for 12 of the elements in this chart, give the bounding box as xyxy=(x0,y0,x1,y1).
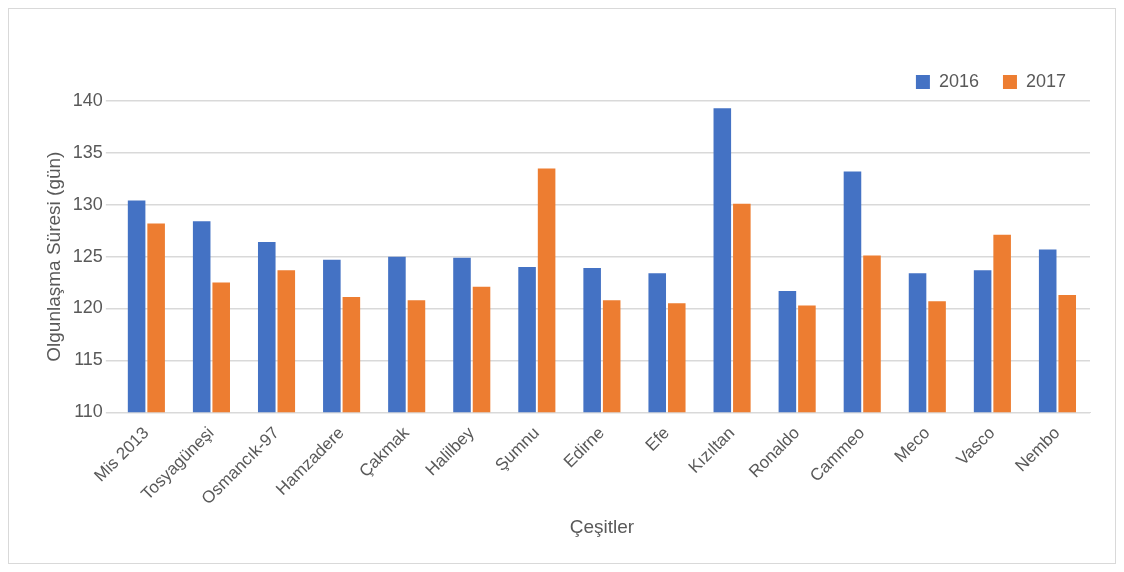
y-tick-label: 130 xyxy=(72,193,103,214)
x-tick-label: Efe xyxy=(641,423,674,455)
y-axis-title: Olgunlaşma Süresi (gün) xyxy=(42,151,64,362)
x-axis-title: Çeşitler xyxy=(569,515,635,537)
y-tick-label: 120 xyxy=(72,297,103,318)
y-tick-label: 115 xyxy=(74,349,103,370)
y-tick-label: 140 xyxy=(72,89,103,110)
y-tick-label: 125 xyxy=(72,245,103,266)
y-tick-label: 110 xyxy=(74,401,103,422)
legend-label: 2016 xyxy=(938,70,979,91)
y-tick-label: 135 xyxy=(72,141,103,162)
legend-label: 2017 xyxy=(1025,70,1066,91)
